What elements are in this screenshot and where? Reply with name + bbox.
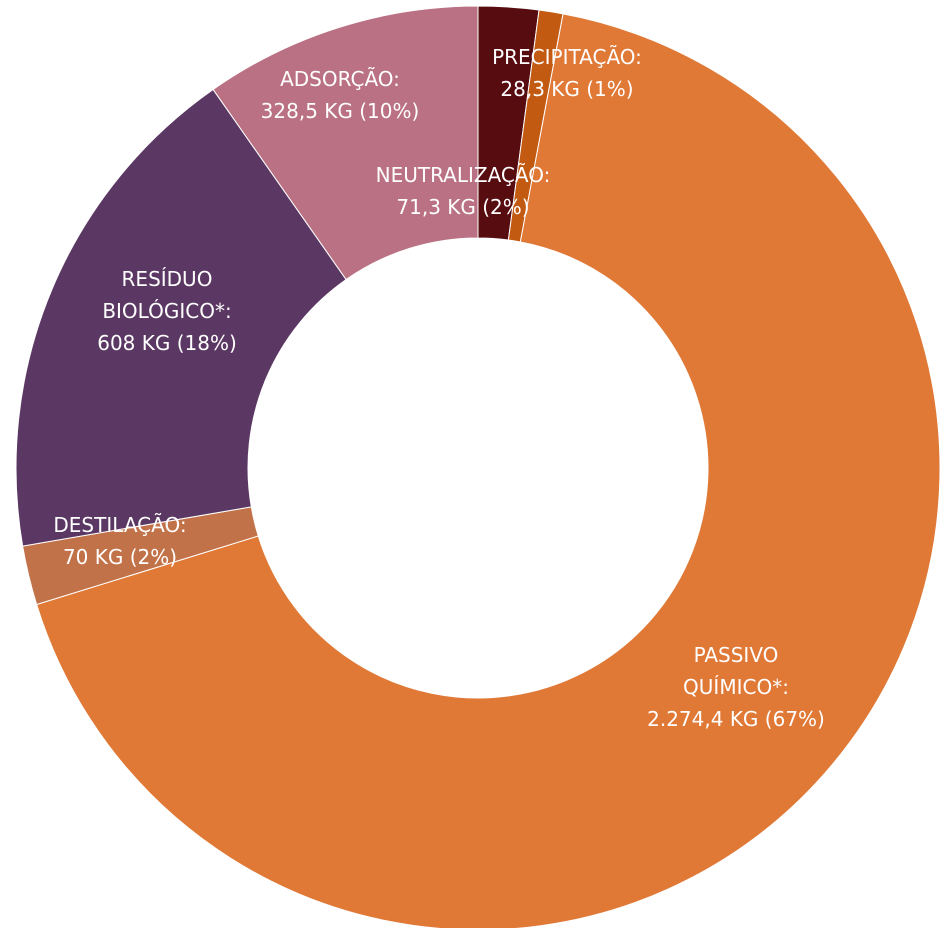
- slice-label-line: 328,5 KG (10%): [261, 99, 420, 123]
- slice-label-2: PASSIVO QUÍMICO*: 2.274,4 KG (67%): [647, 643, 825, 731]
- slice-label-line: BIOLÓGICO*:: [102, 299, 231, 323]
- slice-label-line: PASSIVO: [694, 643, 779, 667]
- slice-label-5: ADSORÇÃO: 328,5 KG (10%): [261, 67, 420, 123]
- slice-label-line: 2.274,4 KG (67%): [647, 707, 825, 731]
- slice-label-line: 608 KG (18%): [97, 331, 237, 355]
- slice-label-1: PRECIPITAÇÃO: 28,3 KG (1%): [492, 45, 642, 101]
- slice-label-line: ADSORÇÃO:: [280, 67, 400, 91]
- slice-label-line: RESÍDUO: [122, 267, 213, 291]
- slice-label-line: QUÍMICO*:: [683, 675, 789, 699]
- slice-label-line: 71,3 KG (2%): [396, 195, 529, 219]
- slice-label-line: 28,3 KG (1%): [500, 77, 633, 101]
- slice-label-line: 70 KG (2%): [63, 545, 177, 569]
- slice-label-4: RESÍDUO BIOLÓGICO*: 608 KG (18%): [97, 267, 237, 355]
- slice-4: [15, 88, 347, 547]
- slice-5: [212, 5, 479, 281]
- slice-2: [35, 13, 941, 928]
- slice-label-line: NEUTRALIZAÇÃO:: [376, 163, 551, 187]
- slice-label-line: PRECIPITAÇÃO:: [492, 45, 642, 69]
- slice-label-0: NEUTRALIZAÇÃO: 71,3 KG (2%): [376, 163, 551, 219]
- labels-group: NEUTRALIZAÇÃO: 71,3 KG (2%) PRECIPITAÇÃO: 2…: [53, 45, 824, 731]
- slices-group: [15, 5, 941, 928]
- slice-label-line: DESTILAÇÃO:: [53, 513, 186, 537]
- slice-label-3: DESTILAÇÃO: 70 KG (2%): [53, 513, 186, 569]
